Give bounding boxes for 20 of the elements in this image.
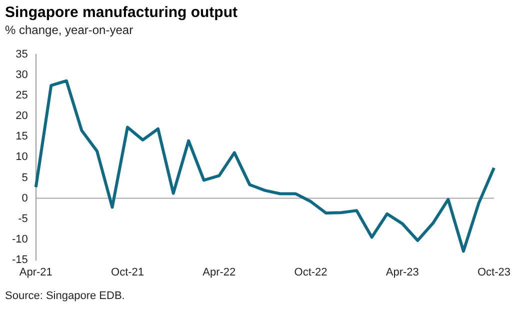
y-tick-label: 20 (16, 110, 28, 122)
x-tick-label: Apr-23 (386, 266, 419, 278)
y-tick-label: -10 (12, 233, 28, 246)
chart-subtitle: % change, year-on-year (5, 23, 134, 37)
source-note: Source: Singapore EDB. (5, 290, 125, 302)
y-tick-label: 25 (16, 90, 28, 102)
x-tick-label: Oct-21 (111, 266, 144, 278)
x-tick-label: Apr-21 (19, 266, 52, 278)
y-tick-label: 5 (22, 172, 28, 184)
y-tick-label: 15 (16, 130, 28, 143)
y-tick-label: 0 (22, 192, 28, 204)
y-tick-label: -5 (18, 212, 28, 225)
y-tick-label: 30 (16, 69, 28, 82)
y-tick-label: 10 (16, 151, 28, 164)
y-tick-label: -15 (12, 254, 28, 266)
x-tick-label: Oct-22 (294, 266, 328, 278)
x-tick-label: Oct-23 (477, 266, 511, 278)
chart-title: Singapore manufacturing output (5, 4, 238, 21)
y-tick-label: 35 (16, 48, 28, 61)
x-tick-label: Apr-22 (202, 266, 236, 278)
